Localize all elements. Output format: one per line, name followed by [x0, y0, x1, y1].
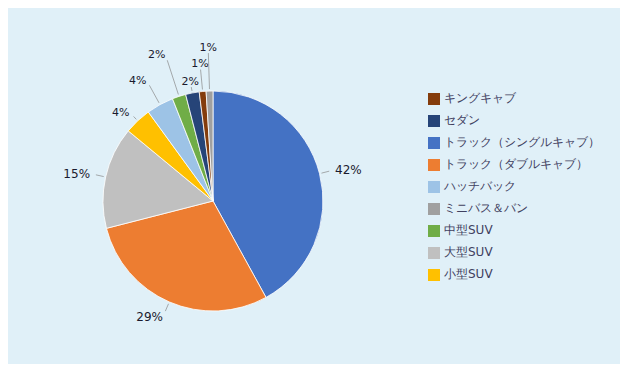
- html-text:ミニバス＆バン: ミニバス＆バン: [444, 201, 528, 215]
- html-text:トラック（シングルキャブ）: トラック（シングルキャブ）: [444, 135, 600, 149]
- html-text:ハッチバック: ハッチバック: [444, 179, 516, 193]
- html-text:大型SUV: 大型SUV: [444, 245, 493, 259]
- html-text:キングキャブ: キングキャブ: [444, 91, 516, 105]
- svg-text:2%: 2%: [181, 75, 198, 88]
- html-text:小型SUV: 小型SUV: [444, 267, 493, 281]
- html-text:トラック（ダブルキャブ）: トラック（ダブルキャブ）: [444, 157, 588, 171]
- svg-text:4%: 4%: [112, 106, 129, 119]
- svg-text:1%: 1%: [199, 41, 216, 54]
- svg-text:29%: 29%: [136, 310, 163, 324]
- svg-text:42%: 42%: [335, 163, 362, 177]
- html-text:セダン: セダン: [444, 113, 480, 127]
- svg-text:1%: 1%: [191, 57, 208, 70]
- html-text:中型SUV: 中型SUV: [444, 223, 493, 237]
- svg-text:15%: 15%: [63, 167, 90, 181]
- svg-text:2%: 2%: [148, 48, 165, 61]
- svg-text:4%: 4%: [129, 74, 146, 87]
